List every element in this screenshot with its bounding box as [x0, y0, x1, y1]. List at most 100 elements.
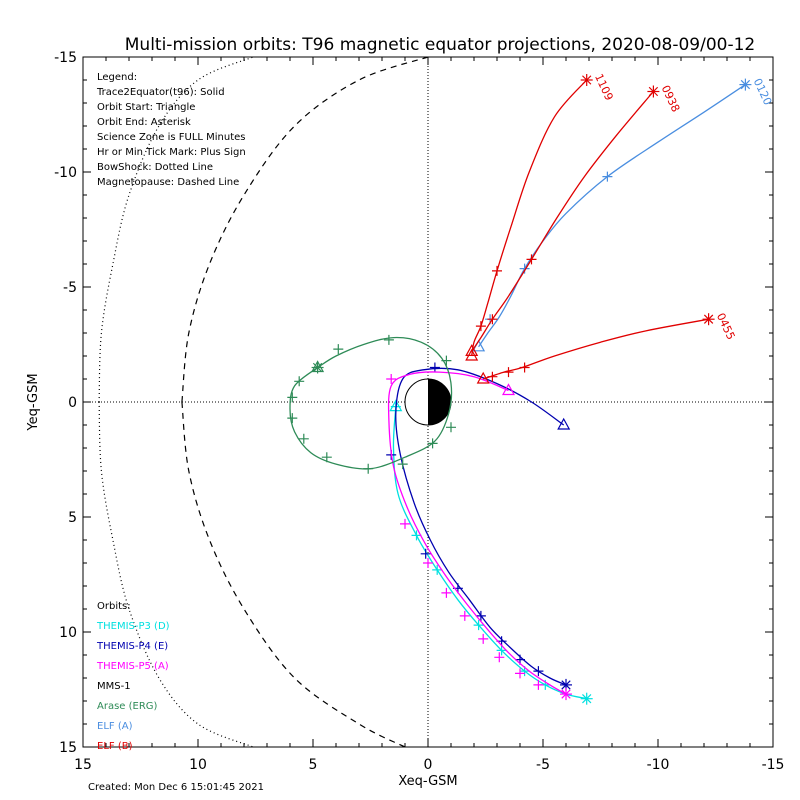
- themis-p3-d-tick-mark: [411, 530, 422, 541]
- themis-p3-d-track: [392, 406, 587, 700]
- legend-line: Orbit Start: Triangle: [97, 102, 195, 113]
- elf-b-end-asterisk: [702, 313, 715, 326]
- elf-b-track: [482, 318, 709, 380]
- created-timestamp: Created: Mon Dec 6 15:01:45 2021: [88, 782, 264, 793]
- themis-p5-a-tick-mark: [533, 679, 544, 690]
- arase-erg-tick-mark: [441, 355, 452, 366]
- legend-line: Magnetopause: Dashed Line: [97, 177, 239, 188]
- elf-b-tick-mark: [487, 314, 498, 325]
- themis-p5-a-tick-mark: [478, 633, 489, 644]
- x-tick-label: 5: [309, 757, 318, 773]
- elf-b-end-label: 0938: [659, 83, 683, 114]
- arase-erg-tick-mark: [446, 422, 456, 433]
- magnetopause-line: [181, 401, 406, 747]
- arase-erg-tick-mark: [321, 452, 332, 463]
- legend-line: BowShock: Dotted Line: [97, 162, 213, 173]
- x-axis-label: Xeq-GSM: [398, 774, 457, 789]
- themis-p5-a-track: [387, 371, 567, 695]
- legend-series-label: THEMIS-P3 (D): [96, 621, 170, 632]
- elf-a-tick-mark: [602, 171, 613, 182]
- themis-p3-d-end-asterisk: [580, 692, 593, 705]
- legend-line: Science Zone is FULL Minutes: [97, 132, 246, 143]
- arase-erg-end-asterisk: [311, 361, 324, 374]
- elf-b-tick-mark: [492, 265, 502, 276]
- elf-a-tick-mark: [519, 263, 530, 274]
- elf-b-end-asterisk: [647, 85, 660, 98]
- x-tick-label: -10: [647, 757, 670, 773]
- elf-b-start-triangle: [476, 371, 490, 384]
- bowshock-line: [98, 401, 254, 747]
- y-tick-label: 0: [68, 395, 77, 411]
- themis-p4-e-tick-mark: [429, 362, 440, 373]
- y-tick-label: -10: [54, 165, 77, 181]
- earth-night-side: [428, 379, 451, 425]
- themis-p4-e-tick-mark: [475, 610, 486, 621]
- elf-b-end-label: 0455: [714, 311, 738, 342]
- elf-b-track: [471, 79, 588, 357]
- legend-line: Legend:: [97, 72, 137, 83]
- elf-b-tick-mark: [475, 321, 486, 332]
- arase-erg-tick-mark: [333, 344, 344, 355]
- y-tick-label: -15: [54, 50, 77, 66]
- y-tick-label: 15: [59, 740, 77, 756]
- legend-series-label: MMS-1: [97, 681, 131, 692]
- themis-p4-e-track: [395, 367, 567, 686]
- elf-b-tick-mark: [503, 367, 514, 378]
- x-tick-label: 15: [74, 757, 92, 773]
- themis-p4-e-tick-mark: [420, 548, 431, 559]
- themis-p5-a-tick-mark: [459, 610, 470, 621]
- arase-erg-tick-mark: [287, 392, 298, 403]
- plot-axes: 15 10 5 0 -5 -10 -15 -15 -10 -5 0 5 10 15: [54, 50, 784, 773]
- elf-b-tick-mark: [487, 371, 498, 382]
- themis-p5-a-end-asterisk: [560, 688, 572, 701]
- x-tick-label: 0: [424, 757, 433, 773]
- elf-a-end-asterisk: [739, 78, 752, 91]
- legend-line: Trace2Equator(t96): Solid: [96, 87, 225, 98]
- legend-series-label: THEMIS-P4 (E): [96, 641, 168, 652]
- x-tick-label: 10: [189, 757, 207, 773]
- legend: Legend: Trace2Equator(t96): Solid Orbit St…: [96, 72, 246, 752]
- themis-p5-a-tick-mark: [423, 558, 433, 568]
- arase-erg-tick-mark: [427, 438, 438, 449]
- themis-p5-a-tick-mark: [386, 374, 397, 384]
- themis-p3-d-tick-mark: [473, 620, 484, 631]
- elf-a-end-label: 0120: [751, 76, 775, 107]
- arase-erg-tick-mark: [363, 463, 374, 474]
- themis-p5-a-start-triangle: [501, 383, 516, 396]
- elf-b-start-triangle: [465, 348, 479, 361]
- boundary-curves: [98, 57, 429, 747]
- elf-b-end-asterisk: [580, 74, 593, 86]
- elf-b-end-label: 1109: [592, 72, 616, 103]
- x-tick-label: -15: [762, 757, 785, 773]
- legend-series-label: THEMIS-P5 (A): [96, 661, 169, 672]
- arase-erg-tick-mark: [397, 459, 408, 470]
- legend-series-label: ELF (A): [97, 721, 133, 732]
- orbits-heading: Orbits:: [97, 601, 131, 612]
- chart-title: Multi-mission orbits: T96 magnetic equat…: [125, 35, 756, 55]
- themis-p5-a-tick-mark: [494, 652, 505, 663]
- elf-b-tick-mark: [526, 254, 537, 265]
- arase-erg-tick-mark: [294, 376, 305, 387]
- y-tick-label: 10: [59, 625, 77, 641]
- elf-b-tick-mark: [519, 362, 530, 373]
- orbit-series: 0120 0455 0938 1109: [287, 72, 774, 705]
- arase-erg-tick-mark: [287, 413, 298, 424]
- arase-erg-tick-mark: [298, 433, 309, 444]
- legend-series-label: ELF (B): [97, 741, 133, 752]
- themis-p4-e-start-triangle: [557, 417, 571, 430]
- themis-p4-e-tick-mark: [533, 666, 544, 677]
- themis-p5-a-tick-mark: [400, 518, 410, 529]
- legend-line: Orbit End: Asterisk: [97, 117, 191, 128]
- themis-p5-a-tick-mark: [515, 668, 525, 679]
- themis-p5-a-tick-mark: [441, 587, 452, 598]
- y-axis-label: Yeq-GSM: [26, 373, 41, 431]
- themis-p3-d-tick-mark: [496, 645, 507, 656]
- legend-series-label: Arase (ERG): [97, 701, 158, 712]
- x-tick-label: -5: [536, 757, 550, 773]
- elf-a-track: [478, 84, 746, 348]
- elf-b-track: [471, 91, 654, 352]
- legend-line: Hr or Min Tick Mark: Plus Sign: [97, 147, 246, 158]
- arase-erg-track: [289, 336, 453, 470]
- arase-erg-tick-mark: [383, 334, 394, 345]
